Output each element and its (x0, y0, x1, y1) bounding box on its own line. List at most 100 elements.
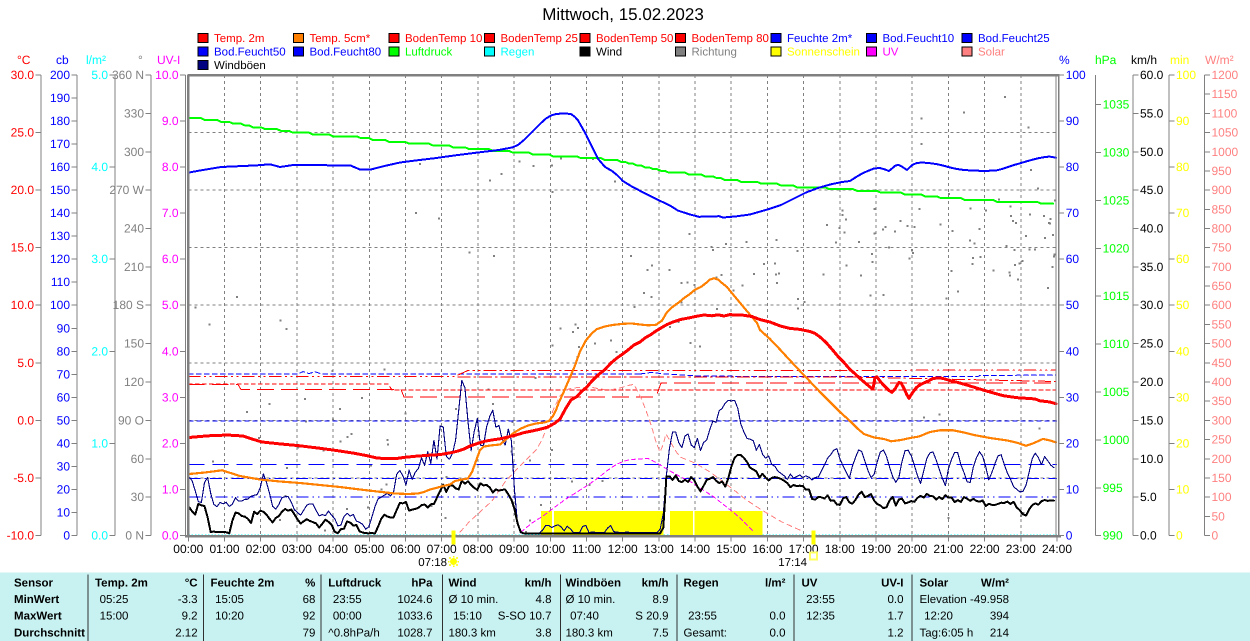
svg-text:90: 90 (1066, 114, 1080, 128)
svg-text:180 S: 180 S (113, 298, 144, 312)
svg-text:350: 350 (1212, 394, 1232, 408)
svg-text:330: 330 (124, 106, 144, 120)
svg-text:40.0: 40.0 (1140, 222, 1164, 236)
svg-text:09:00: 09:00 (499, 542, 529, 556)
svg-text:BodenTemp 25: BodenTemp 25 (501, 33, 578, 45)
svg-text:70: 70 (1066, 206, 1080, 220)
svg-text:15.0: 15.0 (11, 241, 35, 255)
svg-text:2.12: 2.12 (175, 627, 197, 639)
svg-text:210: 210 (124, 260, 144, 274)
svg-text:2.0: 2.0 (162, 436, 179, 450)
svg-text:92: 92 (303, 611, 316, 623)
svg-text:30: 30 (1066, 390, 1080, 404)
svg-text:20.0: 20.0 (11, 183, 35, 197)
svg-text:1150: 1150 (1212, 87, 1238, 101)
svg-text:00:00: 00:00 (333, 611, 362, 623)
svg-text:300: 300 (124, 145, 144, 159)
svg-text:3.0: 3.0 (91, 252, 108, 266)
svg-text:17:14: 17:14 (778, 557, 807, 569)
svg-text:MaxWert: MaxWert (14, 611, 62, 623)
svg-text:800: 800 (1212, 222, 1232, 236)
svg-text:km/h: km/h (642, 578, 669, 590)
svg-text:S-SO 10.7: S-SO 10.7 (498, 611, 552, 623)
svg-text:05:25: 05:25 (100, 594, 129, 606)
svg-text:0.0: 0.0 (17, 413, 34, 427)
svg-text:%: % (1059, 53, 1070, 67)
svg-text:19:00: 19:00 (861, 542, 891, 556)
svg-text:Bod.Feucht25: Bod.Feucht25 (978, 33, 1050, 45)
svg-text:10: 10 (57, 506, 71, 520)
svg-text:%: % (305, 578, 315, 590)
svg-text:45.0: 45.0 (1140, 183, 1164, 197)
svg-text:240: 240 (124, 222, 144, 236)
svg-text:l/m²: l/m² (86, 53, 106, 67)
svg-text:30: 30 (1176, 390, 1190, 404)
svg-text:150: 150 (124, 337, 144, 351)
svg-text:150: 150 (1212, 471, 1232, 485)
svg-text:Windböen: Windböen (566, 578, 621, 590)
svg-text:8.9: 8.9 (653, 594, 669, 606)
svg-text:450: 450 (1212, 356, 1232, 370)
svg-text:0.0: 0.0 (770, 611, 786, 623)
svg-text:15:05: 15:05 (215, 594, 244, 606)
svg-text:995: 995 (1103, 481, 1123, 495)
svg-text:10.0: 10.0 (11, 298, 35, 312)
svg-text:30: 30 (131, 490, 145, 504)
svg-text:23:55: 23:55 (333, 594, 362, 606)
svg-text:Regen: Regen (501, 47, 535, 59)
svg-text:1000: 1000 (1212, 145, 1239, 159)
svg-text:50: 50 (1212, 509, 1226, 523)
svg-text:1035: 1035 (1103, 98, 1130, 112)
svg-text:UV: UV (883, 47, 899, 59)
svg-text:100: 100 (1066, 68, 1086, 82)
svg-text:Mittwoch, 15.02.2023: Mittwoch, 15.02.2023 (542, 5, 704, 24)
svg-text:W/m²: W/m² (981, 578, 1009, 590)
svg-text:Tag:6:05 h: Tag:6:05 h (920, 627, 974, 639)
svg-text:50: 50 (57, 413, 71, 427)
svg-text:Luftdruck: Luftdruck (405, 47, 453, 59)
svg-text:60: 60 (1176, 252, 1190, 266)
svg-text:Wind: Wind (596, 47, 622, 59)
svg-text:60.0: 60.0 (1140, 68, 1164, 82)
svg-text:1.7: 1.7 (888, 611, 904, 623)
svg-text:03:00: 03:00 (282, 542, 312, 556)
svg-text:l/m²: l/m² (765, 578, 786, 590)
svg-text:6.0: 6.0 (162, 252, 179, 266)
svg-text:30: 30 (57, 459, 71, 473)
svg-text:20: 20 (1066, 436, 1080, 450)
svg-text:68: 68 (303, 594, 316, 606)
svg-text:750: 750 (1212, 241, 1232, 255)
svg-text:02:00: 02:00 (246, 542, 276, 556)
svg-text:9.0: 9.0 (162, 114, 179, 128)
svg-text:Regen: Regen (684, 578, 719, 590)
svg-text:cb: cb (56, 53, 69, 67)
svg-text:BodenTemp 10: BodenTemp 10 (405, 33, 482, 45)
svg-text:360 N: 360 N (112, 68, 144, 82)
svg-text:50: 50 (1176, 298, 1190, 312)
svg-text:Temp. 2m: Temp. 2m (95, 578, 148, 590)
svg-text:7.5: 7.5 (653, 627, 669, 639)
svg-text:BodenTemp 80: BodenTemp 80 (692, 33, 769, 45)
svg-text:20.0: 20.0 (1140, 375, 1164, 389)
svg-text:23:55: 23:55 (806, 594, 835, 606)
svg-text:1015: 1015 (1103, 289, 1130, 303)
svg-text:50.0: 50.0 (1140, 145, 1164, 159)
svg-text:650: 650 (1212, 279, 1232, 293)
svg-text:4.0: 4.0 (162, 344, 179, 358)
svg-text:21:00: 21:00 (933, 542, 963, 556)
svg-text:01:00: 01:00 (209, 542, 239, 556)
svg-text:0.0: 0.0 (770, 627, 786, 639)
svg-text:Solar: Solar (920, 578, 949, 590)
svg-text:Durchschnitt: Durchschnitt (14, 627, 85, 639)
svg-text:W/m²: W/m² (1205, 53, 1234, 67)
svg-text:MinWert: MinWert (14, 594, 59, 606)
svg-text:394: 394 (990, 611, 1010, 623)
svg-text:1.0: 1.0 (91, 436, 108, 450)
svg-text:4.0: 4.0 (91, 160, 108, 174)
svg-text:12:35: 12:35 (806, 611, 835, 623)
svg-text:Feuchte 2m: Feuchte 2m (211, 578, 275, 590)
svg-text:14:00: 14:00 (680, 542, 710, 556)
svg-text:50: 50 (1066, 298, 1080, 312)
svg-text:30.0: 30.0 (11, 68, 35, 82)
svg-text:40: 40 (1176, 344, 1190, 358)
